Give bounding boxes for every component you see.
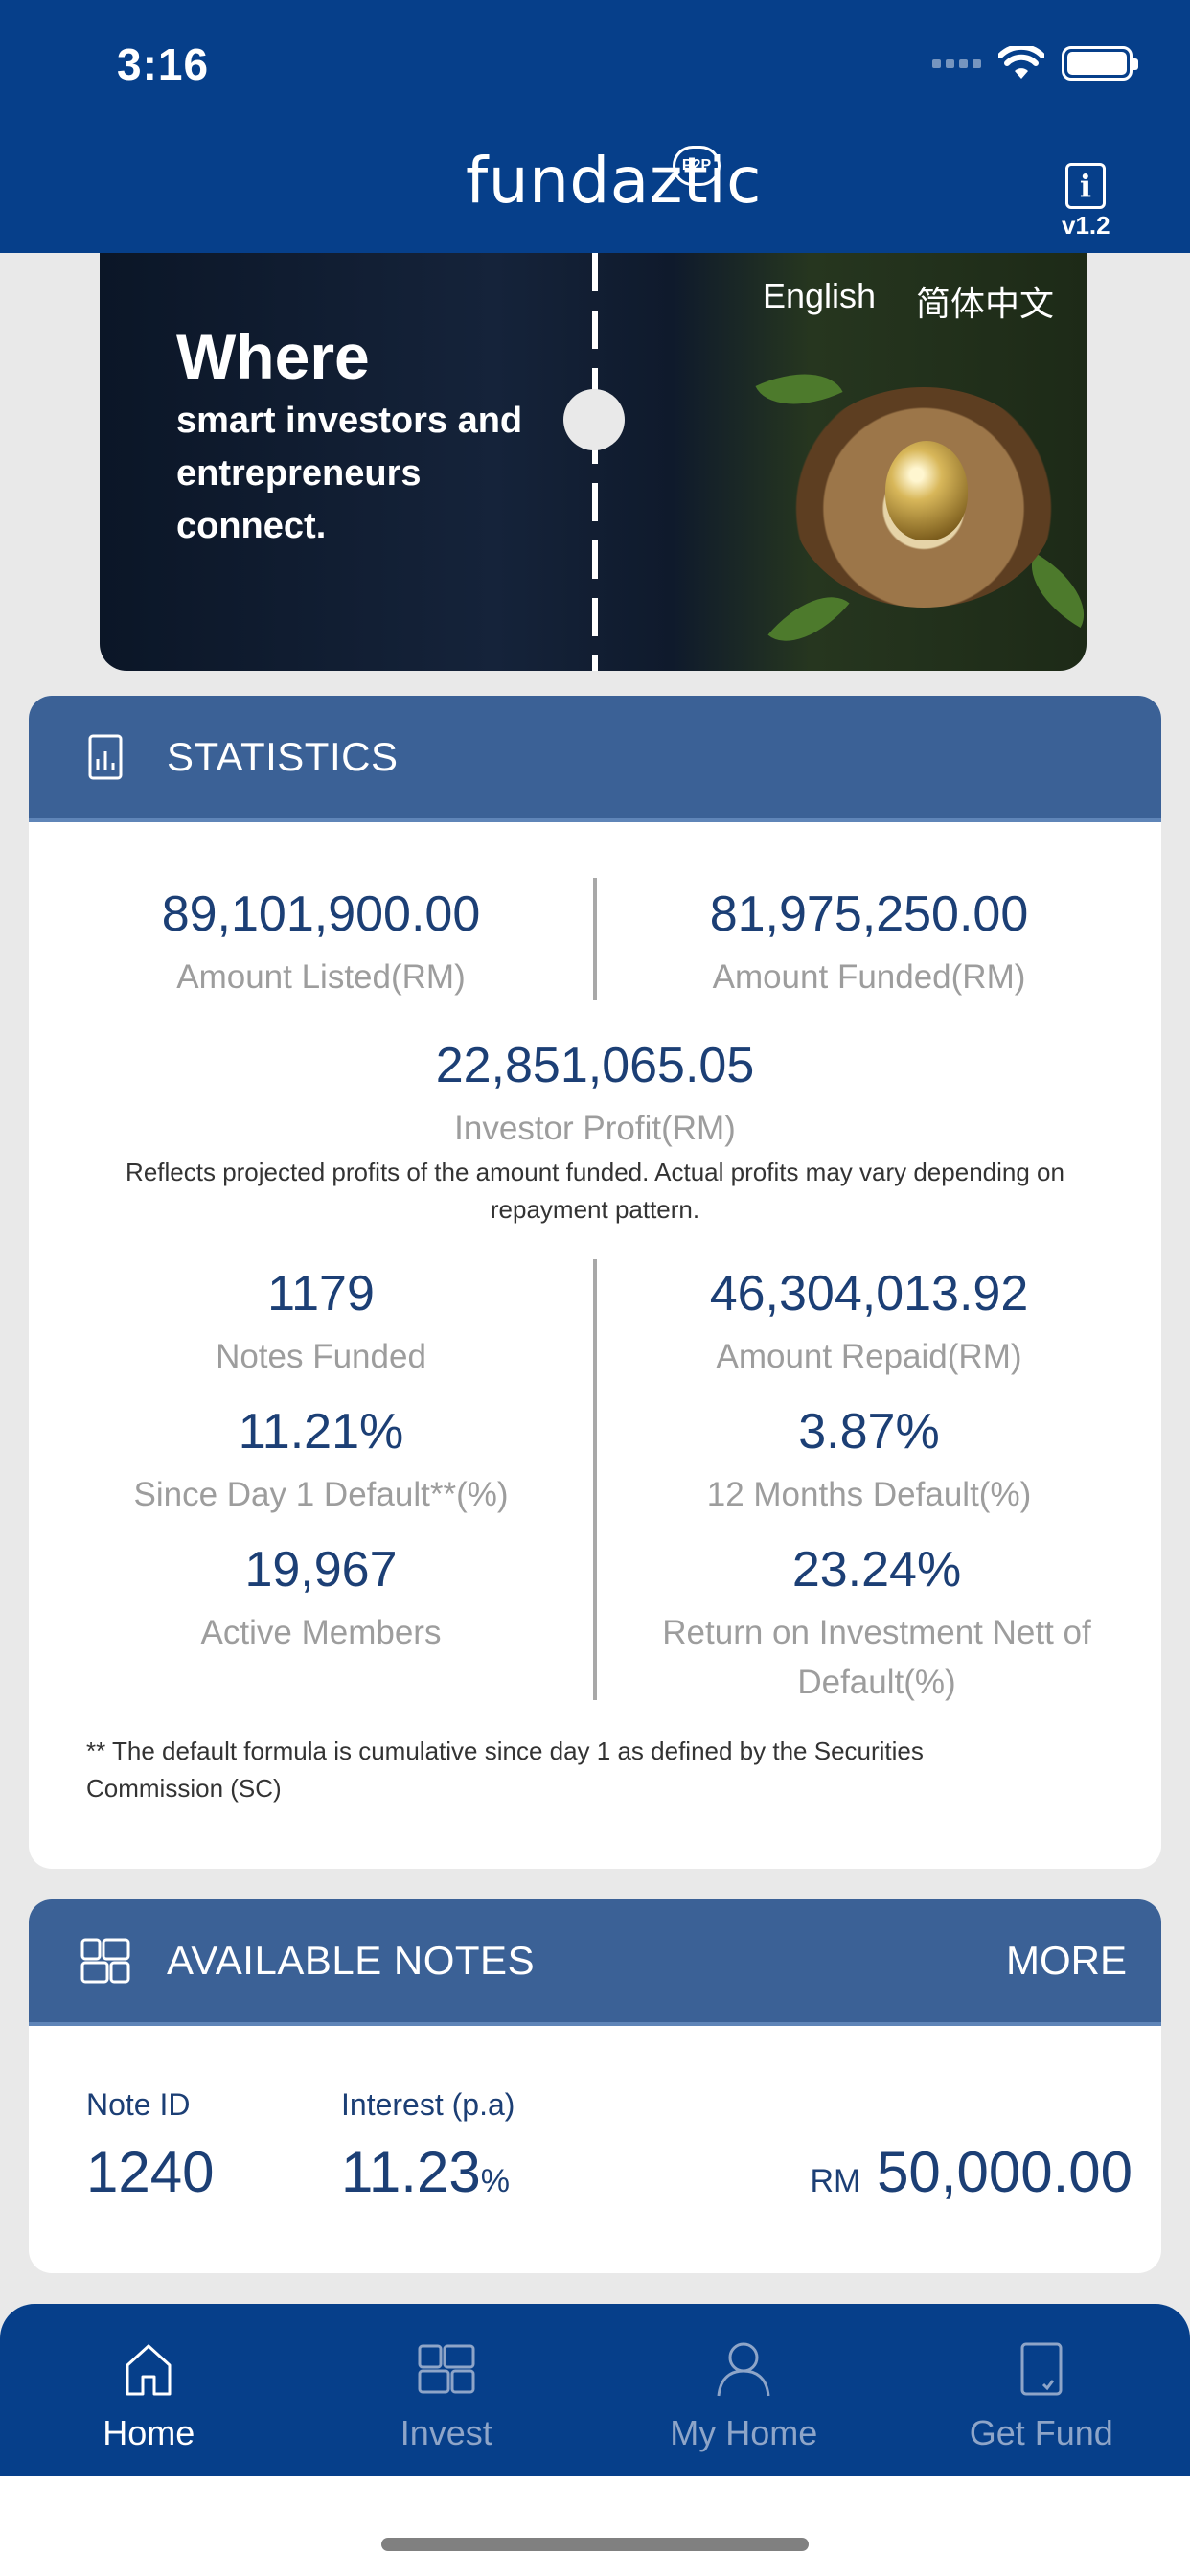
stat-value: 1179 xyxy=(267,1266,375,1322)
info-button[interactable]: i v1.2 xyxy=(1062,163,1110,243)
stat-roi-nett-of-default: 23.24% Return on Investment Nett of Defa… xyxy=(632,1541,1121,1708)
stat-label: Notes Funded xyxy=(216,1338,426,1375)
home-icon xyxy=(126,2344,172,2396)
stat-value: 3.87% xyxy=(798,1404,940,1460)
column-divider xyxy=(593,1259,597,1700)
currency-label: RM xyxy=(810,2163,861,2199)
stat-label: Amount Repaid(RM) xyxy=(716,1338,1022,1375)
p2p-badge: P2P xyxy=(673,146,721,186)
stat-value: 89,101,900.00 xyxy=(161,886,481,942)
app-header: 3:16 fundaztic P2P i v1.2 xyxy=(0,0,1190,253)
statistics-header: STATISTICS xyxy=(29,696,1161,822)
stat-label: Investor Profit(RM) xyxy=(454,1110,736,1147)
stat-label: Amount Listed(RM) xyxy=(176,958,466,996)
home-indicator[interactable] xyxy=(381,2538,809,2551)
note-amount: RM 50,000.00 xyxy=(776,2139,1133,2205)
cellular-signal-icon xyxy=(932,58,981,68)
stat-12-months-default: 3.87% 12 Months Default(%) xyxy=(615,1403,1123,1520)
stat-value: 19,967 xyxy=(244,1542,398,1598)
stat-value: 11.21% xyxy=(238,1404,404,1460)
statistics-card: STATISTICS 89,101,900.00 Amount Listed(R… xyxy=(29,696,1161,1869)
available-notes-card: AVAILABLE NOTES MORE Note ID 1240 Intere… xyxy=(29,1899,1161,2273)
stat-label: Return on Investment Nett of Default(%) xyxy=(662,1614,1091,1701)
stat-notes-funded: 1179 Notes Funded xyxy=(67,1265,575,1382)
interest-label: Interest (p.a) xyxy=(341,2087,515,2122)
interest-unit: % xyxy=(480,2163,510,2199)
info-icon: i xyxy=(1065,163,1106,209)
tab-label: My Home xyxy=(670,2413,818,2452)
invest-grid-icon xyxy=(418,2344,475,2394)
available-notes-header: AVAILABLE NOTES MORE xyxy=(29,1899,1161,2026)
battery-icon xyxy=(1062,46,1138,80)
banner-subline: smart investors and entrepreneurs connec… xyxy=(176,401,523,546)
safe-area xyxy=(0,2476,1190,2576)
statistics-title: STATISTICS xyxy=(167,734,399,779)
interest-rate: 11.23 xyxy=(341,2140,481,2204)
user-icon xyxy=(717,2342,770,2397)
stat-value: 23.24% xyxy=(791,1542,962,1598)
status-time: 3:16 xyxy=(117,39,210,89)
leaf-decoration xyxy=(755,354,843,425)
stat-amount-funded: 81,975,250.00 Amount Funded(RM) xyxy=(615,886,1123,1002)
tab-invest[interactable]: Invest xyxy=(298,2304,596,2476)
banner-headline: Where xyxy=(176,321,370,392)
bottom-tab-bar: Home Invest My Home Get Fund xyxy=(0,2304,1190,2476)
language-english-link[interactable]: English xyxy=(763,276,877,315)
wifi-icon xyxy=(998,46,1044,79)
stat-label: 12 Months Default(%) xyxy=(706,1476,1032,1513)
note-id-label: Note ID xyxy=(86,2087,191,2122)
stat-label: Since Day 1 Default**(%) xyxy=(133,1476,509,1513)
interest-value: 11.23% xyxy=(341,2139,510,2205)
tab-label: Get Fund xyxy=(969,2413,1113,2452)
column-divider xyxy=(593,878,597,1000)
tab-label: Home xyxy=(103,2413,195,2452)
stat-since-day1-default: 11.21% Since Day 1 Default**(%) xyxy=(67,1403,575,1520)
amount-value: 50,000.00 xyxy=(877,2140,1133,2204)
stat-amount-repaid: 46,304,013.92 Amount Repaid(RM) xyxy=(615,1265,1123,1382)
app-version: v1.2 xyxy=(1062,211,1110,240)
tab-my-home[interactable]: My Home xyxy=(595,2304,893,2476)
golden-egg-image xyxy=(885,441,968,540)
promo-banner: Where smart investors and entrepreneurs … xyxy=(100,253,1087,671)
stat-active-members: 19,967 Active Members xyxy=(67,1541,575,1658)
note-id-value[interactable]: 1240 xyxy=(86,2140,215,2204)
stat-investor-profit: 22,851,065.05 Investor Profit(RM) xyxy=(29,1037,1161,1154)
stat-label: Active Members xyxy=(200,1614,442,1651)
language-chinese-link[interactable]: 简体中文 xyxy=(916,284,1055,323)
more-link[interactable]: MORE xyxy=(1006,1938,1127,1983)
tab-home[interactable]: Home xyxy=(0,2304,298,2476)
stat-value: 46,304,013.92 xyxy=(709,1266,1029,1322)
default-footnote: ** The default formula is cumulative sin… xyxy=(86,1736,924,1803)
stat-amount-listed: 89,101,900.00 Amount Listed(RM) xyxy=(67,886,575,1002)
banner-divider xyxy=(592,253,598,671)
document-icon xyxy=(1020,2342,1063,2396)
banner-notch xyxy=(563,389,625,450)
stat-value: 81,975,250.00 xyxy=(709,886,1029,942)
tab-label: Invest xyxy=(400,2413,492,2452)
tab-get-fund[interactable]: Get Fund xyxy=(893,2304,1190,2476)
leaf-decoration xyxy=(767,576,850,662)
status-icons xyxy=(932,46,1138,80)
notes-grid-icon xyxy=(80,1938,130,1984)
available-notes-title: AVAILABLE NOTES xyxy=(167,1938,536,1983)
stat-label: Amount Funded(RM) xyxy=(712,958,1026,996)
stat-value: 22,851,065.05 xyxy=(435,1038,755,1093)
bar-chart-icon xyxy=(88,734,123,780)
profit-disclaimer: Reflects projected profits of the amount… xyxy=(126,1158,1064,1224)
